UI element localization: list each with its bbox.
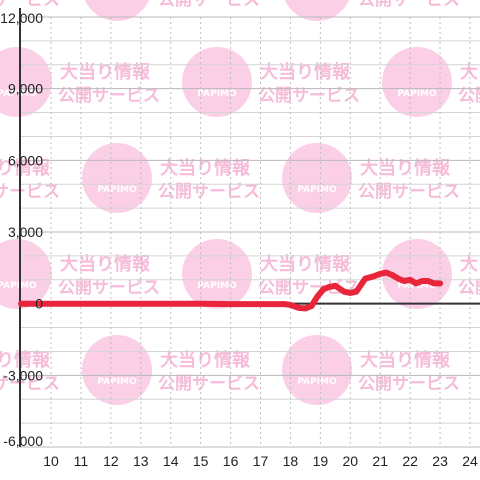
watermark-brand: PAPIMO [297,0,337,3]
x-tick-label: 20 [342,453,358,469]
papimo-logo [282,335,352,405]
x-tick-label: 12 [103,453,119,469]
papimo-logo [182,239,252,309]
x-tick-label: 16 [223,453,239,469]
x-tick-label: 23 [432,453,448,469]
y-tick-label: -6,000 [3,433,43,449]
x-tick-label: 14 [163,453,179,469]
watermark-line2: 公開サービス [58,278,160,298]
watermark-brand: PAPIMO [97,0,137,3]
x-tick-label: 24 [462,453,478,469]
watermark-line1: 大当り情報 [60,61,151,83]
papimo-logo [382,239,452,309]
watermark-line1: 大当り情報 [0,349,51,371]
y-tick-label: 6,000 [8,152,43,168]
y-tick-label: 9,000 [8,81,43,97]
watermark-line2: 公開サービス [458,86,480,106]
watermark-line1: 大当り情報 [60,253,151,275]
x-tick-label: 19 [313,453,329,469]
chart-series [18,269,444,312]
x-tick-label: 17 [253,453,269,469]
watermark-line1: 大当り情報 [160,157,251,179]
watermark-line1: 大当り情報 [160,349,251,371]
papimo-logo [182,47,252,117]
watermark-brand: PAPIMO [197,89,237,99]
watermark-brand: PAPIMO [97,377,137,387]
x-tick-label: 22 [402,453,418,469]
y-tick-label: 12,000 [0,10,43,26]
watermark-brand: PAPIMO [297,377,337,387]
watermark-line2: 公開サービス [158,0,260,10]
papimo-logo [0,239,52,309]
papimo-logo [84,0,150,21]
watermark-brand: PAPIMO [97,185,137,195]
watermark-line2: 公開サービス [358,0,460,10]
watermark-line2: 公開サービス [358,182,460,202]
watermark-line2: 公開サービス [258,86,360,106]
watermark-line1: 大当り情報 [0,157,51,179]
x-tick-label: 11 [74,453,89,469]
watermark-line2: 公開サービス [358,374,460,394]
papimo-logo [382,47,452,117]
watermark-line2: 公開サービス [58,86,160,106]
watermark-line1: 大当り情報 [360,349,451,371]
watermark-line2: 公開サービス [158,182,260,202]
x-tick-label: 21 [372,453,388,469]
watermark-line2: 公開サービス [458,278,480,298]
watermark-line2: 公開サービス [0,182,60,202]
x-tick-label: 15 [193,453,209,469]
papimo-logo [82,143,152,213]
series-line [18,269,444,312]
watermark-line1: 大当り情報 [260,253,351,275]
watermark-brand: PAPIMO [197,281,237,291]
watermark-line1: 大当り情報 [260,61,351,83]
x-tick-label: 18 [283,453,299,469]
watermark-brand: PAPIMO [397,89,437,99]
watermark-line2: 公開サービス [0,374,60,394]
y-tick-label: -3,000 [3,367,43,383]
chart-grid [20,16,480,448]
watermark-line2: 公開サービス [258,278,360,298]
x-tick-label: 10 [43,453,59,469]
watermark-brand: PAPIMO [0,89,37,99]
papimo-logo [284,0,350,21]
y-tick-label: 3,000 [8,224,43,240]
x-tick-label: 13 [133,453,149,469]
y-tick-label: 0 [35,296,43,312]
watermark-brand: PAPIMO [297,185,337,195]
papimo-logo [82,335,152,405]
watermark-line2: 公開サービス [0,0,60,10]
watermark-line1: 大当り情報 [360,157,451,179]
watermark-layer: PAPIMO大当り情報公開サービスPAPIMO大当り情報公開サービスPAPIMO… [0,0,480,405]
watermark-line2: 公開サービス [158,374,260,394]
watermark-brand: PAPIMO [0,281,37,291]
papimo-logo [282,143,352,213]
